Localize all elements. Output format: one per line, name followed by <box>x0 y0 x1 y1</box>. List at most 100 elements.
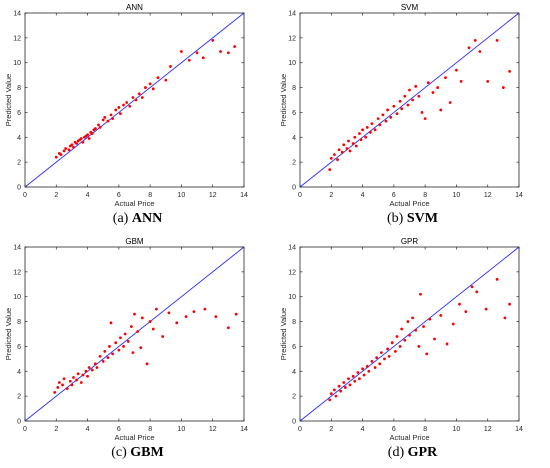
y-axis-label: Predicted Value <box>4 74 13 126</box>
data-point <box>76 372 80 376</box>
x-tick-label: 14 <box>240 426 248 433</box>
caption-label: (b) <box>387 211 404 226</box>
data-point <box>93 127 97 130</box>
data-point <box>365 364 369 368</box>
data-point <box>175 321 179 325</box>
y-tick-label: 0 <box>17 419 21 426</box>
y-tick-label: 10 <box>288 294 296 301</box>
data-point <box>122 345 125 348</box>
data-point <box>398 345 402 348</box>
data-point <box>394 350 397 353</box>
data-point <box>347 377 350 381</box>
data-point <box>334 394 338 398</box>
data-point <box>414 84 418 88</box>
data-point <box>375 356 379 360</box>
data-point <box>111 117 114 121</box>
x-tick-label: 8 <box>148 192 152 199</box>
data-point <box>219 50 222 53</box>
data-point <box>126 340 130 343</box>
caption-name: ANN <box>131 211 163 226</box>
data-point <box>431 91 435 94</box>
data-point <box>54 155 58 159</box>
data-point <box>411 316 415 320</box>
data-point <box>72 376 75 379</box>
data-point <box>378 362 382 366</box>
x-tick-label: 10 <box>178 426 186 433</box>
data-point <box>419 292 422 296</box>
caption-label: (d) <box>387 445 405 460</box>
data-point <box>180 50 183 53</box>
data-point <box>464 310 468 314</box>
data-point <box>86 374 89 378</box>
data-point <box>329 392 333 396</box>
data-point <box>129 325 133 328</box>
y-axis-label: Predicted Value <box>279 74 288 126</box>
caption-name: GBM <box>130 445 164 460</box>
reference-line <box>299 12 520 188</box>
panel-gpr: 0 2 4 6 8 10 12 14 0 2 4 6 8 10 12 14 GPR Actual Price Pre… <box>275 234 550 468</box>
x-tick-label: 4 <box>86 426 90 433</box>
data-point <box>448 101 452 104</box>
x-tick-label: 6 <box>392 192 396 199</box>
data-point <box>361 128 364 132</box>
data-point <box>383 357 386 361</box>
data-point <box>103 116 107 119</box>
data-point <box>367 369 371 373</box>
x-tick-label: 6 <box>392 426 396 433</box>
data-point <box>395 112 399 116</box>
y-axis-label: Predicted Value <box>4 308 13 360</box>
data-point <box>358 377 361 381</box>
data-point <box>148 320 152 323</box>
data-point <box>81 140 85 144</box>
data-point <box>353 379 357 383</box>
data-point <box>503 316 507 320</box>
data-point <box>195 51 199 55</box>
data-point <box>119 336 122 340</box>
caption-label: (c) <box>111 445 127 460</box>
data-point <box>137 92 141 96</box>
data-point <box>356 371 360 374</box>
data-point <box>125 101 129 104</box>
y-tick-label: 6 <box>292 110 296 117</box>
data-point <box>455 68 458 72</box>
chart-title: GBM <box>125 237 144 246</box>
data-point <box>439 108 443 112</box>
y-tick-label: 4 <box>17 369 21 376</box>
y-tick-label: 14 <box>13 11 21 18</box>
y-tick-label: 14 <box>288 11 296 18</box>
data-point <box>56 386 60 389</box>
data-point <box>72 145 75 149</box>
data-point <box>192 310 196 314</box>
data-point <box>58 381 61 384</box>
data-point <box>422 325 425 328</box>
data-point <box>75 378 79 382</box>
y-tick-label: 0 <box>292 419 296 426</box>
data-point <box>101 118 105 122</box>
x-tick-label: 2 <box>329 192 333 199</box>
data-point <box>408 333 411 337</box>
y-tick-label: 2 <box>17 394 21 401</box>
data-point <box>361 367 364 371</box>
data-point <box>139 346 143 350</box>
data-point <box>370 359 374 363</box>
x-tick-label: 14 <box>515 192 523 199</box>
data-point <box>370 122 374 126</box>
data-point <box>131 96 135 99</box>
data-point <box>470 285 474 289</box>
x-tick-label: 14 <box>515 426 523 433</box>
data-point <box>106 119 110 123</box>
y-tick-label: 2 <box>292 160 296 167</box>
data-point <box>428 317 432 321</box>
data-point <box>400 327 404 331</box>
scatter-chart-ann: 0 2 4 6 8 10 12 14 0 2 4 6 8 10 12 14 ANN Actual Price Pre… <box>4 3 248 208</box>
chart-title: ANN <box>126 3 143 12</box>
x-axis-label: Actual Price <box>389 433 429 442</box>
data-point <box>406 103 410 107</box>
x-tick-label: 10 <box>453 426 461 433</box>
data-point <box>501 86 505 89</box>
data-point <box>451 322 455 326</box>
y-tick-label: 8 <box>17 85 21 92</box>
data-point <box>328 398 332 402</box>
data-point <box>351 142 355 145</box>
x-tick-label: 8 <box>148 426 152 433</box>
